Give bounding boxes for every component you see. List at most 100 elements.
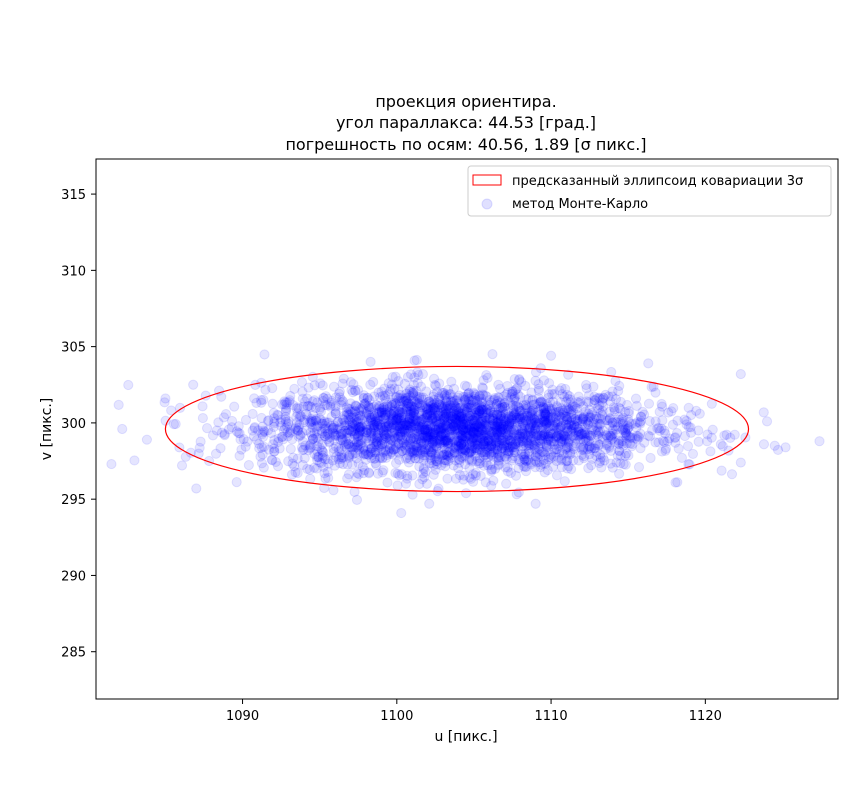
scatter-point [335, 435, 346, 446]
scatter-point [509, 418, 521, 429]
scatter-point [583, 390, 595, 401]
scatter-point [352, 424, 364, 435]
scatter-point [357, 432, 368, 443]
legend-scatter-marker [481, 198, 493, 210]
scatter-point [530, 426, 541, 437]
scatter-point [395, 420, 406, 431]
scatter-point [425, 427, 437, 438]
scatter-point [503, 442, 514, 453]
scatter-point [586, 407, 598, 419]
scatter-point [371, 436, 382, 447]
scatter-point [485, 406, 496, 417]
scatter-point [559, 476, 570, 487]
scatter-point [470, 395, 481, 406]
scatter-point [398, 438, 409, 449]
scatter-point [578, 441, 589, 452]
scatter-point [434, 434, 445, 445]
scatter-point [463, 402, 475, 413]
scatter-point [459, 394, 471, 405]
scatter-point [431, 402, 442, 413]
scatter-point [421, 478, 433, 489]
scatter-point [402, 405, 413, 417]
scatter-point [345, 398, 356, 409]
scatter-point [414, 393, 425, 404]
scatter-point [463, 446, 475, 458]
scatter-point [388, 411, 399, 422]
scatter-point [534, 456, 545, 468]
scatter-point [370, 447, 381, 458]
scatter-point [439, 413, 450, 424]
scatter-point [354, 406, 365, 418]
scatter-point [379, 429, 390, 440]
scatter-point [376, 407, 388, 418]
scatter-point [443, 451, 455, 462]
scatter-point [348, 379, 359, 390]
scatter-point [288, 452, 299, 463]
scatter-point [218, 412, 230, 423]
scatter-point [242, 436, 253, 447]
scatter-point [541, 437, 552, 448]
scatter-point [501, 478, 512, 489]
scatter-point [561, 434, 572, 445]
scatter-point [523, 423, 534, 434]
scatter-point [494, 421, 506, 432]
scatter-point [478, 375, 489, 386]
scatter-point [273, 433, 284, 444]
scatter-point [635, 428, 646, 439]
y-tick-label: 305 [61, 341, 86, 356]
scatter-point [560, 405, 571, 416]
scatter-point [431, 459, 443, 470]
scatter-point [304, 440, 315, 451]
scatter-point [366, 412, 378, 423]
scatter-point [633, 431, 644, 442]
scatter-point [106, 458, 117, 470]
scatter-point [607, 424, 618, 435]
scatter-point [364, 404, 375, 415]
scatter-point [539, 410, 550, 421]
scatter-point [354, 427, 365, 439]
scatter-point [397, 408, 408, 419]
scatter-point [513, 410, 524, 421]
scatter-point [573, 391, 584, 402]
scatter-point [365, 425, 377, 436]
scatter-point [471, 412, 483, 423]
scatter-point [530, 375, 541, 386]
scatter-point [430, 380, 442, 391]
scatter-point [496, 424, 507, 435]
scatter-point [417, 432, 428, 444]
scatter-point [500, 451, 511, 463]
scatter-point [527, 395, 538, 406]
scatter-point [337, 459, 349, 470]
scatter-point [331, 451, 342, 462]
scatter-point [259, 349, 270, 360]
scatter-point [304, 443, 316, 454]
scatter-point [481, 444, 493, 455]
scatter-point [485, 420, 496, 431]
scatter-point [314, 442, 325, 453]
scatter-point [657, 401, 668, 412]
scatter-point [626, 432, 638, 443]
scatter-point [390, 398, 401, 409]
scatter-point [448, 383, 460, 394]
scatter-point [504, 441, 515, 453]
scatter-point [174, 402, 186, 413]
scatter-point [435, 414, 446, 425]
scatter-point [478, 460, 489, 471]
scatter-point [356, 403, 367, 415]
scatter-point [234, 450, 245, 461]
scatter-point [593, 392, 605, 403]
scatter-point [481, 404, 492, 415]
scatter-point [553, 406, 564, 417]
scatter-point [447, 411, 458, 422]
scatter-point [298, 401, 309, 412]
scatter-point [594, 439, 605, 450]
scatter-point [362, 449, 374, 460]
scatter-point [474, 432, 485, 443]
scatter-point [570, 422, 581, 433]
scatter-point [548, 451, 559, 462]
scatter-point [441, 445, 452, 457]
scatter-point [414, 434, 425, 446]
scatter-point [422, 418, 433, 429]
scatter-point [418, 401, 429, 412]
